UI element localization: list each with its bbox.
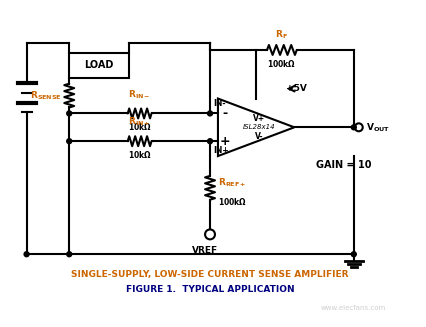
Text: $\mathbf{10k\Omega}$: $\mathbf{10k\Omega}$ xyxy=(128,149,152,160)
Text: $\mathbf{R_{IN-}}$: $\mathbf{R_{IN-}}$ xyxy=(128,88,151,100)
Circle shape xyxy=(67,252,72,257)
Text: VREF: VREF xyxy=(192,246,218,255)
Circle shape xyxy=(351,252,356,257)
Text: -: - xyxy=(222,107,227,120)
Text: V-: V- xyxy=(255,132,263,141)
Circle shape xyxy=(67,111,72,116)
Text: LOAD: LOAD xyxy=(84,60,114,70)
Text: GAIN = 10: GAIN = 10 xyxy=(316,160,371,170)
Circle shape xyxy=(67,139,72,144)
Text: $\mathbf{R_{IN+}}$: $\mathbf{R_{IN+}}$ xyxy=(128,116,151,128)
Text: $\mathbf{R_{REF+}}$: $\mathbf{R_{REF+}}$ xyxy=(218,177,246,189)
Text: SINGLE-SUPPLY, LOW-SIDE CURRENT SENSE AMPLIFIER: SINGLE-SUPPLY, LOW-SIDE CURRENT SENSE AM… xyxy=(71,269,349,279)
Circle shape xyxy=(207,139,213,144)
Text: V+: V+ xyxy=(253,114,265,123)
Text: +: + xyxy=(219,135,230,148)
Circle shape xyxy=(207,111,213,116)
Text: $\mathbf{R_{SENSE}}$: $\mathbf{R_{SENSE}}$ xyxy=(30,89,61,102)
Text: ISL28x14: ISL28x14 xyxy=(243,124,276,130)
Text: www.elecfans.com: www.elecfans.com xyxy=(321,305,386,311)
Text: +5V: +5V xyxy=(286,84,307,93)
Text: $\mathbf{10k\Omega}$: $\mathbf{10k\Omega}$ xyxy=(128,121,152,132)
Text: IN-: IN- xyxy=(213,99,225,109)
Text: $\mathbf{100k\Omega}$: $\mathbf{100k\Omega}$ xyxy=(267,58,296,69)
Text: $\mathbf{100k\Omega}$: $\mathbf{100k\Omega}$ xyxy=(218,196,247,207)
Circle shape xyxy=(24,252,29,257)
Text: FIGURE 1.  TYPICAL APPLICATION: FIGURE 1. TYPICAL APPLICATION xyxy=(126,285,294,294)
Circle shape xyxy=(351,125,356,130)
Text: $\mathbf{R_F}$: $\mathbf{R_F}$ xyxy=(276,28,288,41)
Text: $\mathbf{V_{OUT}}$: $\mathbf{V_{OUT}}$ xyxy=(366,121,389,133)
Text: IN+: IN+ xyxy=(213,146,229,155)
